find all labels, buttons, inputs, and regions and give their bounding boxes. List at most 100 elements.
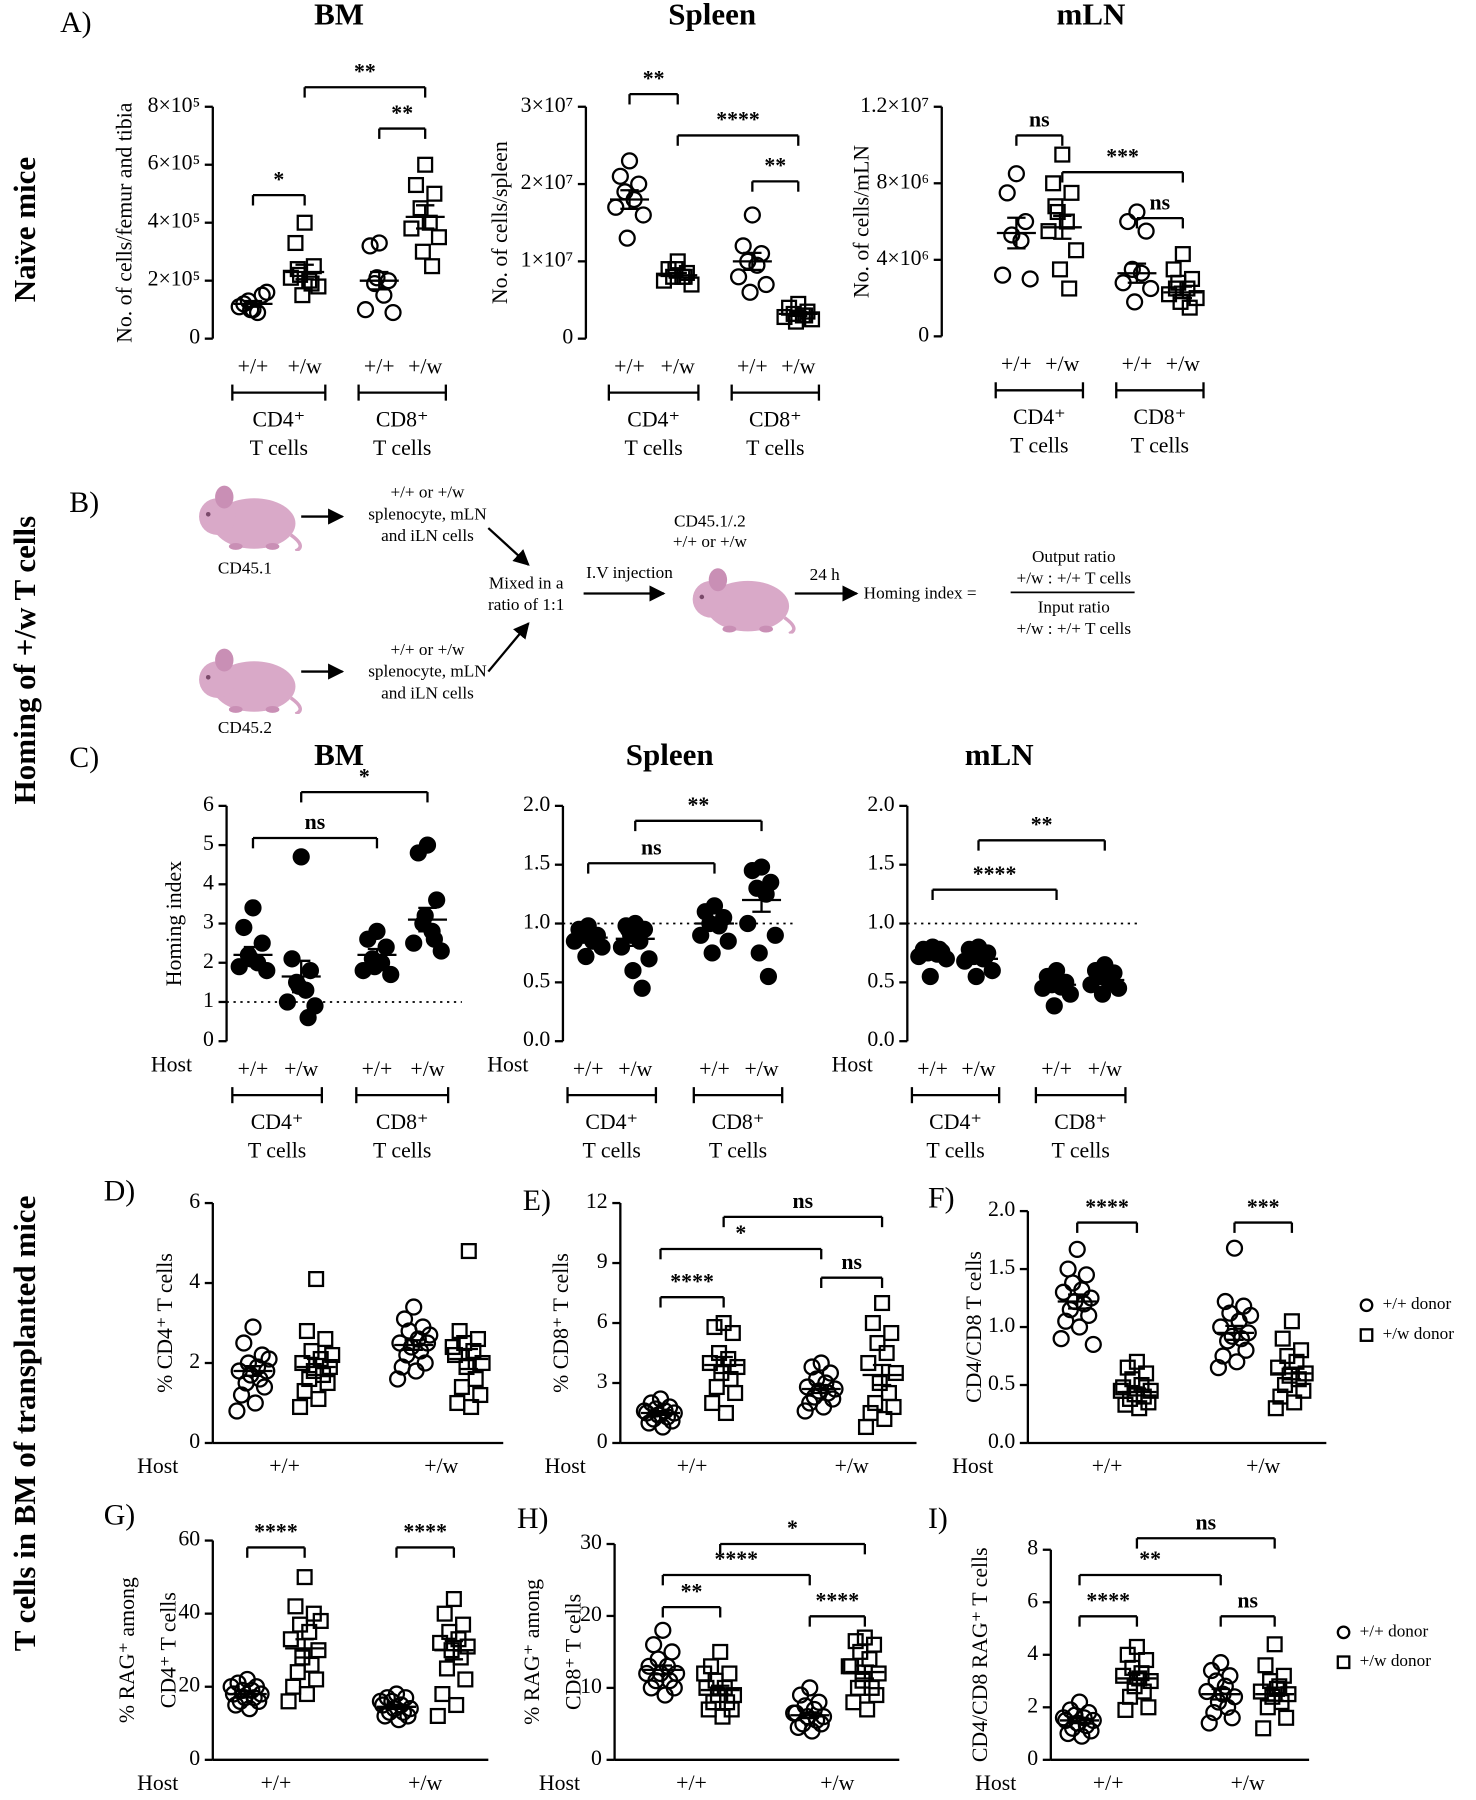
sub-label: +/+ bbox=[238, 1057, 269, 1081]
host-label: Host bbox=[832, 1052, 873, 1076]
y-tick-label: 0.0 bbox=[523, 1027, 550, 1051]
sig-label: * bbox=[787, 1516, 798, 1540]
group-label: T cells bbox=[248, 1139, 306, 1163]
data-point bbox=[1021, 270, 1039, 288]
data-point bbox=[789, 1718, 807, 1737]
y-tick-label: 5 bbox=[203, 831, 214, 855]
data-point bbox=[382, 965, 400, 984]
x-tick-label: +/w bbox=[424, 1454, 458, 1478]
data-point bbox=[1237, 1341, 1255, 1359]
data-point bbox=[1183, 270, 1201, 287]
group-label: CD8⁺ bbox=[1054, 1110, 1107, 1134]
row-label: Naïve mice bbox=[7, 157, 42, 302]
y-tick-label: 6 bbox=[597, 1309, 608, 1333]
data-point bbox=[298, 1322, 315, 1340]
data-point bbox=[1040, 223, 1057, 240]
data-point bbox=[436, 1605, 453, 1622]
data-point bbox=[1198, 1682, 1216, 1701]
data-point bbox=[228, 1402, 246, 1420]
cells-text: and iLN cells bbox=[381, 526, 474, 545]
sub-label: +/w bbox=[1045, 352, 1079, 376]
data-point bbox=[859, 1701, 876, 1718]
data-point bbox=[1275, 1667, 1292, 1684]
data-point bbox=[390, 1711, 408, 1729]
sub-label: +/+ bbox=[614, 354, 645, 378]
data-point bbox=[1077, 1266, 1096, 1284]
data-point bbox=[715, 1314, 732, 1332]
mix-text: Mixed in a bbox=[489, 573, 564, 592]
y-axis-label: No. of cells/mLN bbox=[850, 145, 874, 298]
y-tick-label: 3 bbox=[597, 1369, 608, 1393]
data-point bbox=[474, 1354, 491, 1372]
data-point bbox=[812, 1354, 830, 1372]
data-point bbox=[240, 1700, 259, 1718]
data-point bbox=[757, 275, 775, 294]
x-tick-label: +/w bbox=[1231, 1771, 1265, 1795]
data-point bbox=[1286, 1394, 1303, 1411]
data-point bbox=[426, 185, 443, 202]
y-tick-label: 0 bbox=[597, 1429, 608, 1453]
data-point bbox=[1255, 1720, 1272, 1737]
y-tick-label: 3×10⁷ bbox=[521, 93, 574, 117]
data-point bbox=[1205, 1703, 1223, 1722]
data-point bbox=[1200, 1714, 1218, 1732]
data-point bbox=[421, 1326, 439, 1344]
legend-marker bbox=[1336, 1655, 1351, 1670]
data-point bbox=[242, 301, 260, 319]
sig-label: ns bbox=[641, 835, 662, 859]
data-point bbox=[417, 156, 434, 173]
data-point bbox=[292, 848, 310, 866]
data-point bbox=[967, 967, 985, 986]
x-tick-label: +/+ bbox=[676, 1771, 707, 1795]
data-point bbox=[444, 1338, 461, 1356]
data-point bbox=[791, 1686, 810, 1704]
data-point bbox=[425, 930, 443, 948]
donor-label: CD45.1 bbox=[218, 558, 272, 577]
data-point bbox=[712, 1643, 729, 1660]
time-text: 24 h bbox=[810, 565, 841, 584]
sig-label: ** bbox=[764, 154, 786, 178]
data-point bbox=[885, 1398, 902, 1416]
sub-label: +/w bbox=[781, 354, 815, 378]
data-point bbox=[734, 237, 752, 255]
y-tick-label: 12 bbox=[586, 1189, 608, 1213]
data-point bbox=[412, 200, 429, 217]
data-point bbox=[1047, 198, 1064, 215]
y-tick-label: 2 bbox=[1027, 1693, 1038, 1717]
panel-label: H) bbox=[517, 1502, 548, 1535]
data-point bbox=[244, 899, 262, 917]
data-point bbox=[743, 206, 761, 224]
data-point bbox=[1268, 1680, 1286, 1697]
sig-label: **** bbox=[716, 108, 760, 132]
data-point bbox=[287, 234, 304, 252]
data-point bbox=[1274, 1330, 1291, 1347]
row-label: Homing of +/w T cells bbox=[7, 516, 42, 805]
panel-label: D) bbox=[104, 1175, 135, 1208]
group-label: T cells bbox=[1010, 434, 1068, 458]
data-point bbox=[1202, 1661, 1221, 1680]
data-point bbox=[1123, 260, 1141, 278]
data-point bbox=[368, 269, 386, 287]
y-tick-label: 10 bbox=[580, 1674, 602, 1698]
data-point bbox=[1121, 1688, 1139, 1705]
panel-label: F) bbox=[928, 1182, 955, 1215]
data-point bbox=[260, 1350, 278, 1368]
data-point bbox=[739, 914, 757, 933]
data-point bbox=[630, 175, 648, 193]
data-point bbox=[1061, 985, 1079, 1003]
row-label: T cells in BM of transplanted mice bbox=[7, 1196, 42, 1652]
sig-label: **** bbox=[1085, 1195, 1129, 1219]
y-tick-label: 2.0 bbox=[988, 1197, 1015, 1221]
data-point bbox=[278, 993, 297, 1011]
data-point bbox=[361, 237, 379, 255]
sub-label: +/w bbox=[744, 1057, 778, 1081]
group-label: T cells bbox=[373, 436, 431, 460]
legend-marker bbox=[1336, 1625, 1351, 1640]
y-tick-label: 0 bbox=[1027, 1746, 1038, 1770]
data-point bbox=[1082, 1722, 1100, 1740]
y-tick-label: 1.5 bbox=[867, 851, 894, 875]
data-point bbox=[1068, 242, 1085, 259]
data-point bbox=[1007, 165, 1025, 183]
data-point bbox=[298, 1686, 315, 1703]
data-point bbox=[921, 967, 939, 986]
